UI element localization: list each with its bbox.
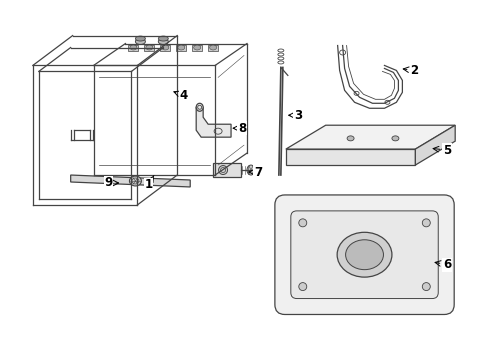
Ellipse shape	[298, 283, 306, 291]
Ellipse shape	[158, 36, 168, 41]
Bar	[144, 45, 154, 51]
Ellipse shape	[178, 45, 184, 50]
Text: 5: 5	[432, 144, 450, 157]
Bar	[176, 45, 186, 51]
Ellipse shape	[209, 45, 216, 50]
Text: 9: 9	[104, 176, 119, 189]
Text: 8: 8	[233, 122, 245, 135]
Polygon shape	[71, 175, 190, 187]
Text: 1: 1	[144, 175, 154, 192]
Text: 2: 2	[403, 64, 418, 77]
Ellipse shape	[162, 45, 168, 50]
Ellipse shape	[218, 166, 227, 175]
Bar	[128, 45, 138, 51]
Polygon shape	[414, 125, 454, 165]
Ellipse shape	[246, 165, 254, 175]
Text: 4: 4	[174, 89, 187, 102]
Ellipse shape	[130, 45, 137, 50]
Polygon shape	[285, 125, 454, 149]
Bar	[192, 45, 202, 51]
Ellipse shape	[346, 136, 353, 141]
Bar	[285, 149, 414, 165]
Ellipse shape	[298, 219, 306, 227]
FancyBboxPatch shape	[290, 211, 437, 298]
Ellipse shape	[145, 45, 153, 50]
Bar	[213, 163, 241, 177]
Text: 7: 7	[248, 166, 262, 179]
Text: 6: 6	[434, 258, 450, 271]
FancyBboxPatch shape	[274, 195, 453, 315]
Ellipse shape	[422, 283, 429, 291]
Polygon shape	[196, 107, 230, 137]
Bar	[160, 45, 170, 51]
Ellipse shape	[135, 36, 145, 41]
Ellipse shape	[129, 176, 141, 186]
Ellipse shape	[196, 103, 203, 111]
Ellipse shape	[158, 39, 168, 45]
Text: 3: 3	[288, 109, 301, 122]
Ellipse shape	[422, 219, 429, 227]
Ellipse shape	[391, 136, 398, 141]
Ellipse shape	[336, 232, 391, 277]
Ellipse shape	[193, 45, 200, 50]
Bar	[208, 45, 218, 51]
Ellipse shape	[135, 39, 145, 45]
Ellipse shape	[345, 240, 383, 270]
